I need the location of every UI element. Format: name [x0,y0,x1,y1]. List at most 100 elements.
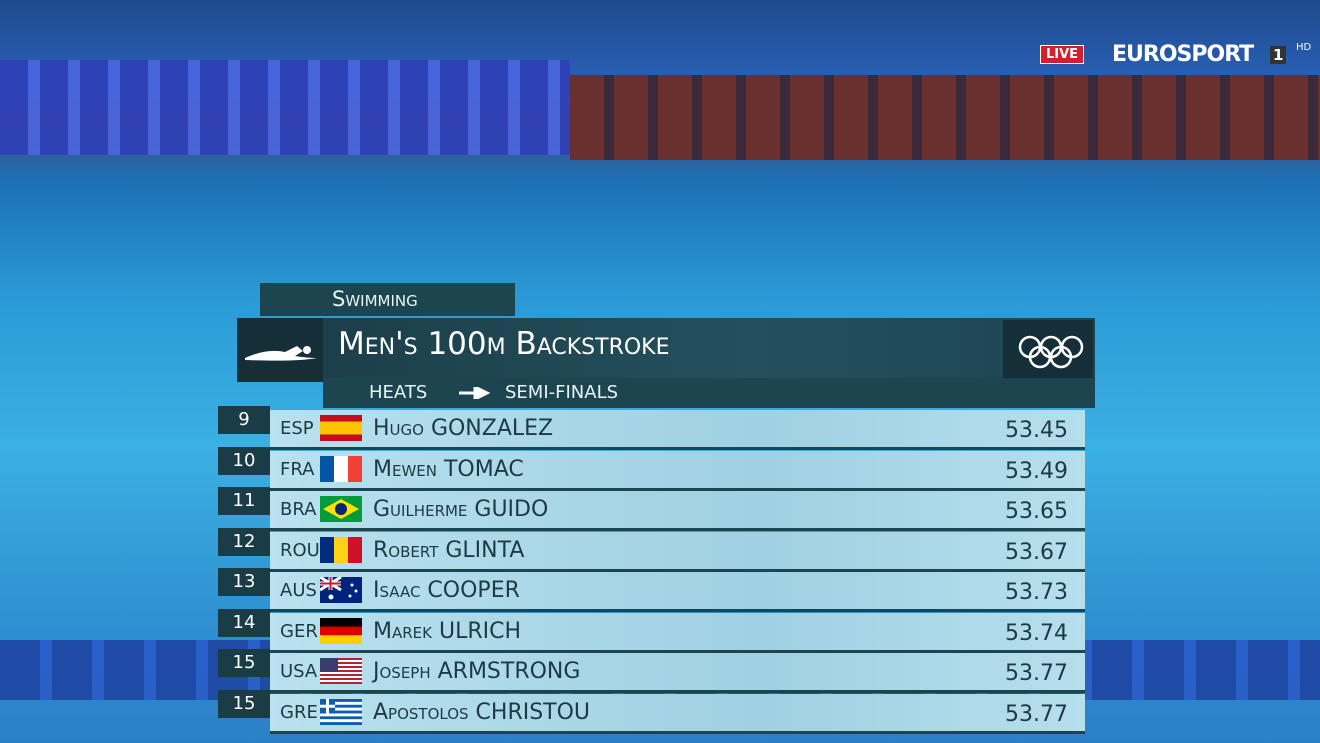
flag-svg [320,698,362,725]
flag-part [320,666,362,668]
flag-part [320,660,362,662]
flag-part [320,676,362,678]
flag-part [348,536,362,563]
lane-rope [570,75,1320,160]
rings-svg [1018,335,1084,369]
hd-badge: HD [1296,42,1312,53]
flag-part [320,707,362,711]
flag-svg [320,536,362,563]
time: 53.49 [1005,458,1068,484]
result-row [270,410,1085,450]
rank: 12 [218,527,270,556]
flag-part [320,421,362,435]
flag-part [320,698,362,702]
ring [1049,345,1073,369]
round-from: HEATS [369,382,428,403]
flag-part [320,672,362,674]
olympic-rings [1003,320,1093,382]
result-row [270,531,1085,572]
time: 53.67 [1005,539,1068,565]
flag-part [348,455,362,482]
flag-part [320,617,362,627]
athlete-name: Marek ULRICH [373,618,522,644]
time: 53.77 [1005,701,1068,727]
flag-part [334,536,348,563]
flag-part [320,634,362,644]
flag [320,455,362,482]
country-code: GER [280,620,318,642]
country-code: FRA [280,458,315,480]
flag-part [320,577,341,590]
flag-part [320,712,362,717]
athlete-name: Robert GLINTA [373,537,525,563]
event-header [237,318,1095,382]
flag-svg [320,658,362,684]
result-row [270,572,1085,612]
result-row [270,612,1085,653]
rank: 13 [218,568,270,596]
flag-svg [320,496,362,522]
lane-rope [0,60,570,155]
flag-svg [320,455,362,482]
flag-part [320,682,362,684]
flag-part [320,715,362,719]
channel-number: 1 [1270,46,1287,64]
flag-part [320,658,338,672]
result-row [270,693,1085,734]
flag-part [320,626,362,635]
swimmer-icon [237,318,323,382]
athlete-name: Hugo GONZALEZ [373,416,554,441]
flag-part [320,662,362,664]
arrow-shape [459,387,491,399]
flag [320,617,362,644]
athlete-name: Mewen TOMAC [373,456,524,482]
flag [320,536,362,563]
live-badge: LIVE [1040,45,1085,64]
flag-part [320,455,334,482]
country-code: ESP [280,418,314,439]
result-row [270,491,1085,531]
flag-part [320,670,362,672]
time: 53.74 [1005,620,1068,646]
flag-part [328,594,334,600]
time: 53.73 [1005,580,1068,605]
result-row [270,450,1085,491]
channel-logo: EUROSPORT [1112,42,1254,67]
sport-tab: Swimming [260,283,515,316]
rank: 15 [218,649,270,677]
flag-svg [319,575,362,603]
flag-part [320,718,362,722]
time: 53.65 [1005,499,1068,524]
flag [320,698,362,725]
arrow [459,387,491,399]
round-to: SEMI-FINALS [505,382,619,403]
athlete-name: Guilherme GUIDO [373,497,549,522]
flag-part [320,701,362,705]
flag-part [320,721,362,725]
flag-part [335,503,347,515]
country-code: BRA [280,499,317,520]
flag [319,575,362,603]
flag-part [320,668,362,670]
flag-part [320,710,362,714]
country-code: GRE [280,701,318,723]
flag-part [334,455,348,482]
flag-part [320,674,362,676]
flag-part [320,664,362,666]
rank: 9 [218,406,270,434]
athlete-name: Apostolos CHRISTOU [373,699,591,725]
rank: 10 [218,446,270,475]
time: 53.77 [1005,661,1068,686]
country-code: AUS [280,580,317,601]
flag [320,415,362,441]
event-title: Men's 100m Backstroke [338,326,670,362]
flag-part [320,704,362,708]
rank: 15 [218,689,270,718]
time: 53.45 [1005,418,1068,443]
flag [320,658,362,684]
flag-svg [320,415,362,441]
flag [320,496,362,522]
swimmer [245,346,317,361]
flag-part [348,594,352,598]
